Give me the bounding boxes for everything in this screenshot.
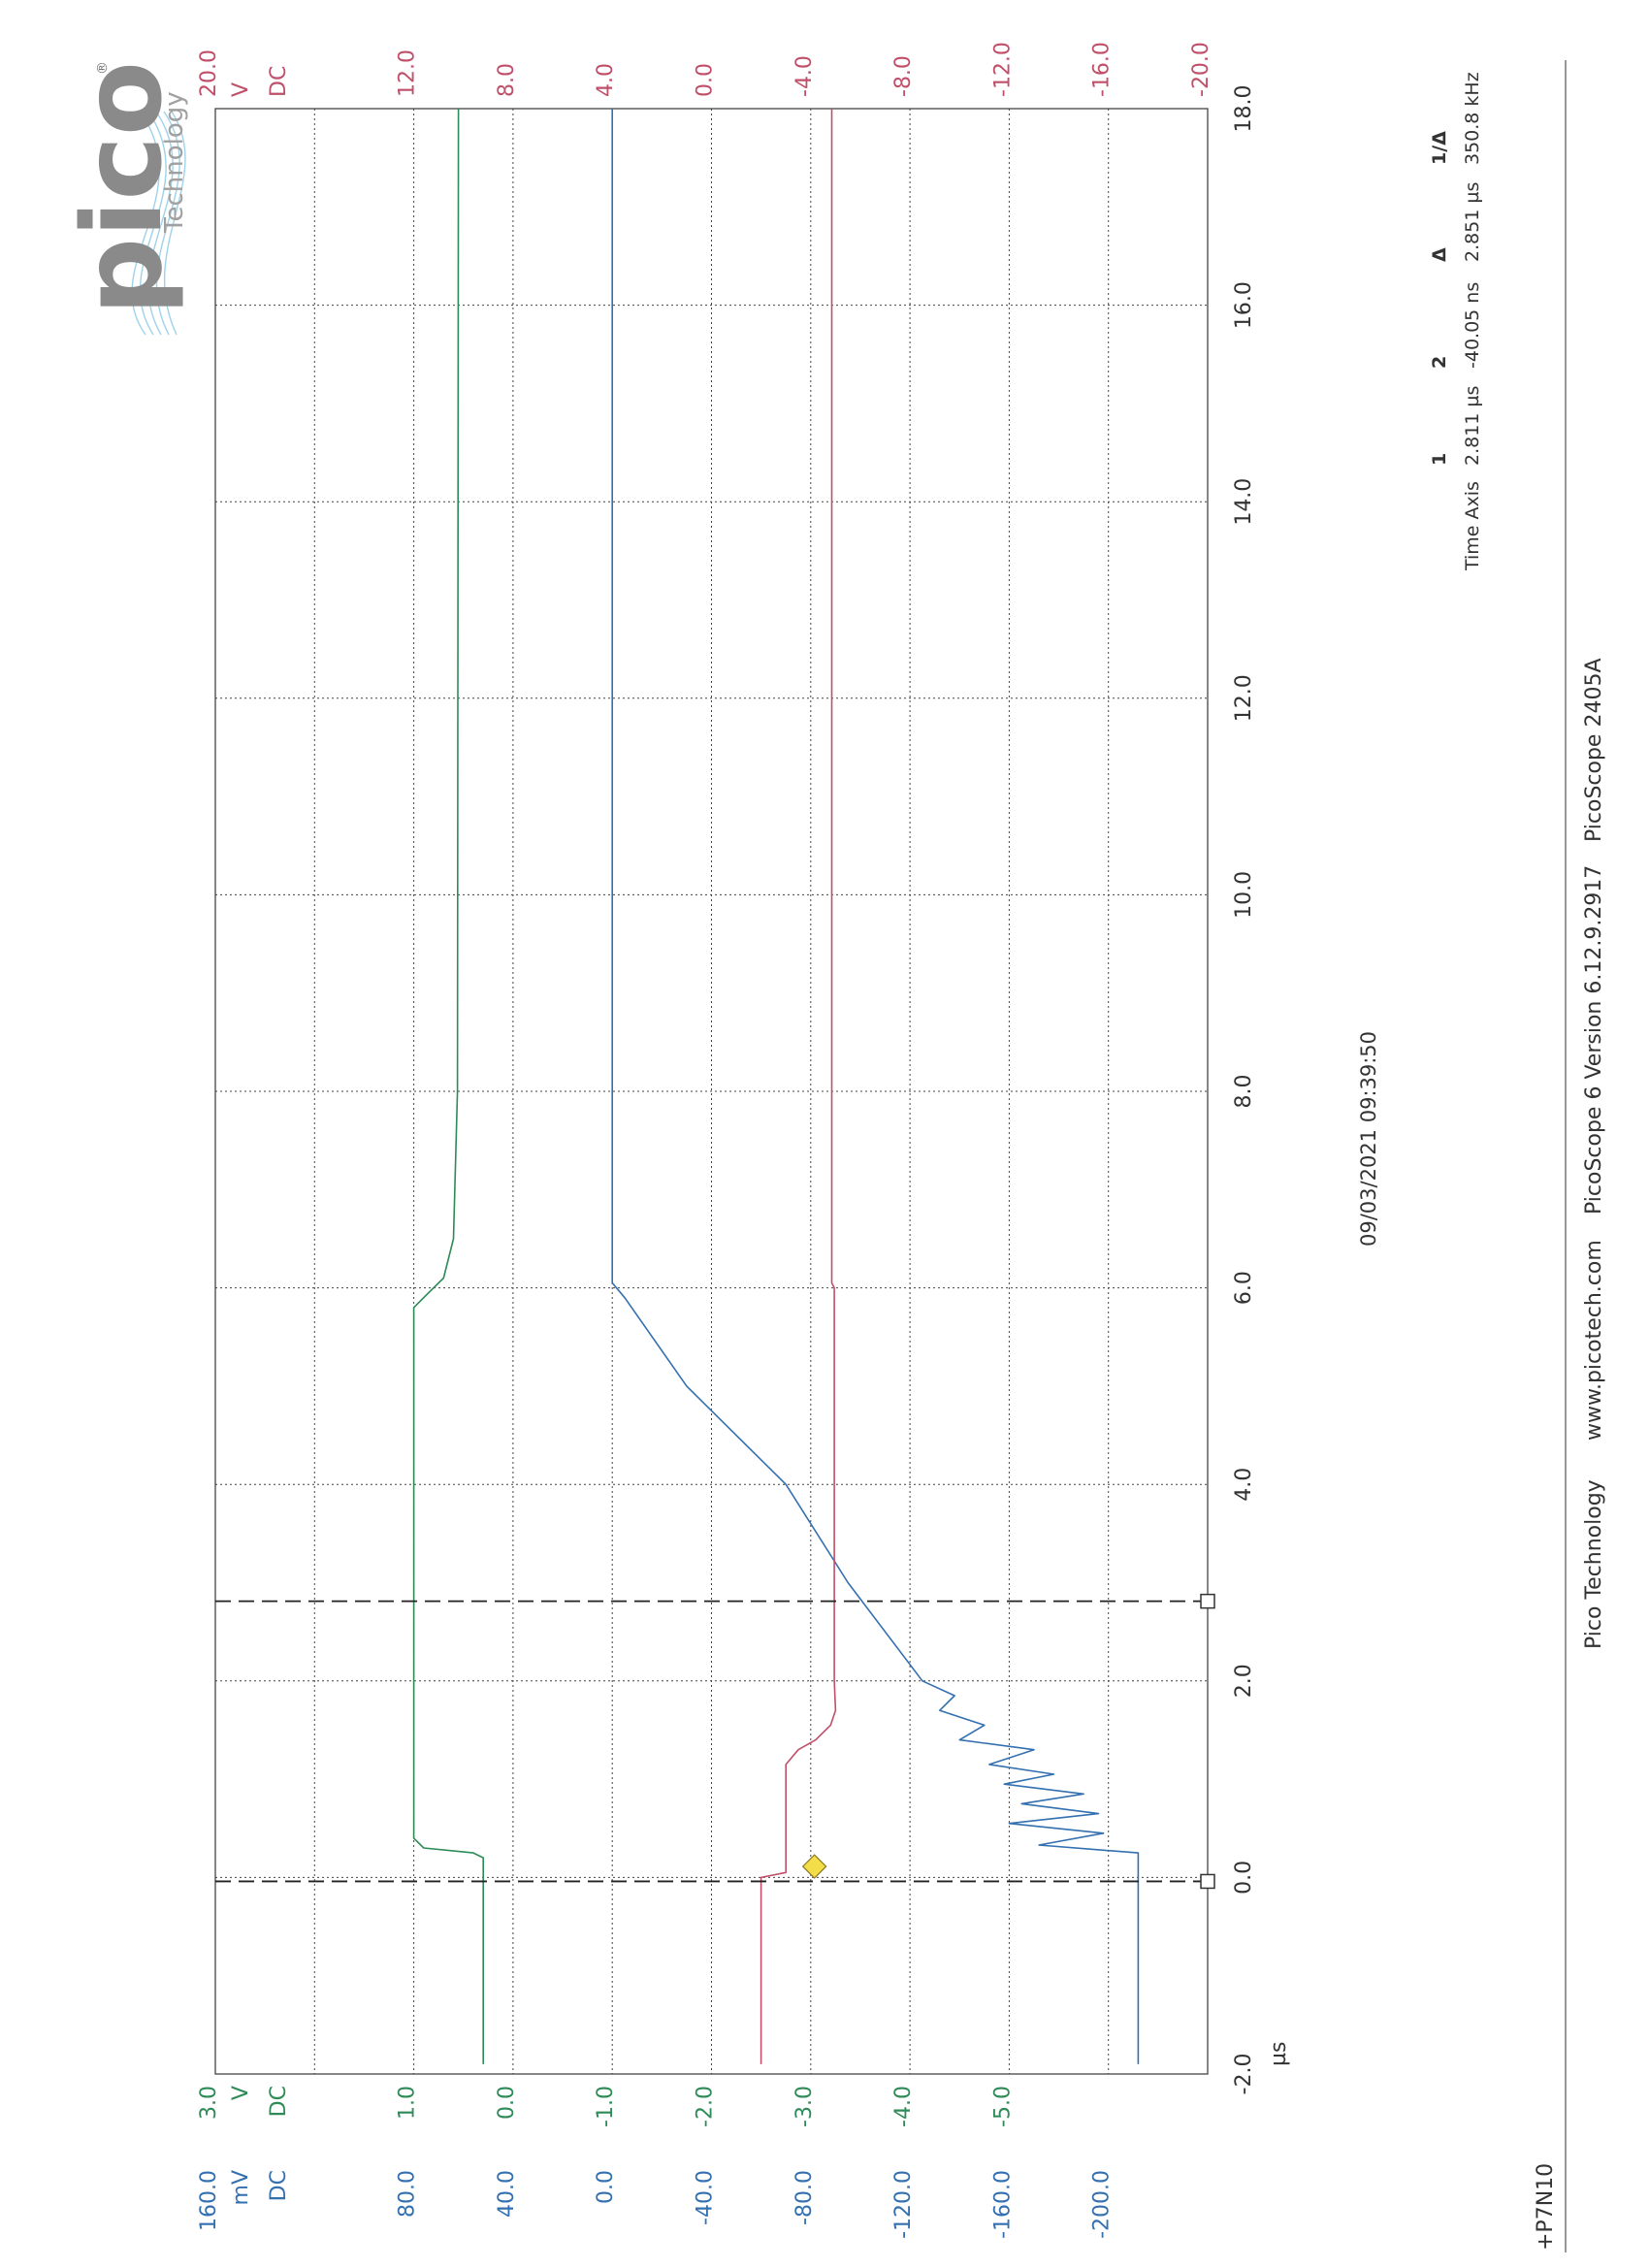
x-tick-label: 2.0 bbox=[1232, 1664, 1256, 1698]
green-axis-unit: V bbox=[229, 2086, 253, 2100]
x-tick-label: 10.0 bbox=[1232, 871, 1256, 919]
green-axis-tick: -4.0 bbox=[891, 2086, 916, 2127]
red-axis-tick: 0.0 bbox=[694, 63, 718, 97]
blue-axis-unit: mV bbox=[229, 2170, 253, 2205]
logo-wave-icon bbox=[131, 111, 186, 336]
timestamp: 09/03/2021 09:39:50 bbox=[1357, 1031, 1380, 1247]
logo-registered: ® bbox=[95, 61, 111, 75]
ruler-header-2: 2 bbox=[1429, 356, 1450, 369]
red-axis-tick: 8.0 bbox=[495, 63, 519, 97]
red-axis-tick: -12.0 bbox=[990, 42, 1015, 97]
page-label: +P7N10 bbox=[1534, 2163, 1558, 2251]
x-unit-label: µs bbox=[1267, 2042, 1291, 2066]
grid bbox=[214, 108, 1209, 2075]
red-axis-top-label: 20.0 bbox=[197, 49, 221, 97]
x-tick-label: 12.0 bbox=[1232, 674, 1256, 722]
footer-company: Pico Technology bbox=[1582, 1479, 1606, 1649]
rulers-table: Time Axis 1 2 Δ 1/Δ 2.811 µs -40.05 ns 2… bbox=[1429, 72, 1483, 571]
x-tick-label: 6.0 bbox=[1232, 1271, 1256, 1305]
blue-axis-tick: -80.0 bbox=[792, 2170, 817, 2225]
green-axis-coupling: DC bbox=[267, 2086, 291, 2117]
logo-subtitle: Technology bbox=[160, 91, 189, 234]
blue-axis-coupling: DC bbox=[267, 2170, 291, 2201]
blue-trace bbox=[611, 109, 1140, 2064]
traces bbox=[412, 108, 1140, 2064]
green-axis-top-label: 3.0 bbox=[197, 2086, 221, 2120]
x-tick-label: 4.0 bbox=[1232, 1468, 1256, 1502]
x-tick-label: 8.0 bbox=[1232, 1075, 1256, 1109]
red-axis-tick: -8.0 bbox=[891, 55, 916, 97]
ruler-value-2: -40.05 ns bbox=[1462, 282, 1483, 369]
footer: Pico Technology www.picotech.com PicoSco… bbox=[1582, 658, 1606, 1649]
footer-version: PicoScope 6 Version 6.12.9.2917 bbox=[1582, 865, 1606, 1215]
red-axis-coupling: DC bbox=[267, 66, 291, 97]
ruler-header-1: 1 bbox=[1429, 453, 1450, 466]
blue-axis-tick: -200.0 bbox=[1090, 2170, 1115, 2239]
blue-axis-top-label: 160.0 bbox=[197, 2170, 221, 2231]
ruler-header-inverse: 1/Δ bbox=[1429, 131, 1450, 165]
ruler-table-title: Time Axis bbox=[1462, 481, 1483, 571]
blue-axis-tick: 40.0 bbox=[495, 2170, 519, 2218]
logo-text: pico bbox=[60, 61, 186, 315]
red-axis-tick: -4.0 bbox=[792, 55, 817, 97]
blue-axis-tick: -120.0 bbox=[891, 2170, 916, 2239]
tick-labels: -2.0 0.0 2.0 4.0 6.0 8.0 10.0 12.0 14.0 16.0 18.0 µ… bbox=[197, 42, 1291, 2239]
footer-model: PicoScope 2405A bbox=[1582, 658, 1606, 842]
trigger-marker-icon bbox=[801, 1854, 827, 1879]
green-axis-tick: 0.0 bbox=[495, 2086, 519, 2120]
x-tick-label: -2.0 bbox=[1232, 2054, 1256, 2095]
green-axis-tick: 1.0 bbox=[396, 2086, 420, 2120]
red-axis-unit: V bbox=[229, 82, 253, 97]
green-axis-tick: -1.0 bbox=[594, 2086, 618, 2127]
green-axis-tick: -3.0 bbox=[792, 2086, 817, 2127]
green-axis-tick: -5.0 bbox=[990, 2086, 1015, 2127]
blue-axis-tick: -160.0 bbox=[990, 2170, 1015, 2239]
rulers bbox=[215, 1593, 1215, 1890]
footer-url: www.picotech.com bbox=[1582, 1240, 1606, 1441]
blue-axis-tick: 0.0 bbox=[594, 2170, 618, 2204]
red-axis-tick: 12.0 bbox=[396, 49, 420, 97]
blue-axis-tick: -40.0 bbox=[694, 2170, 718, 2225]
pico-logo: pico ® Technology bbox=[60, 61, 189, 336]
time-ruler-handle-2 bbox=[1200, 1873, 1215, 1890]
x-tick-label: 0.0 bbox=[1232, 1861, 1256, 1895]
red-trace bbox=[760, 109, 837, 2064]
red-axis-tick: -16.0 bbox=[1090, 42, 1115, 97]
green-axis-tick: -2.0 bbox=[694, 2086, 718, 2127]
x-tick-label: 16.0 bbox=[1232, 281, 1256, 329]
ruler-value-inverse: 350.8 kHz bbox=[1462, 72, 1483, 165]
x-tick-label: 18.0 bbox=[1232, 85, 1256, 133]
ruler-header-delta: Δ bbox=[1429, 247, 1450, 262]
ruler-value-1: 2.811 µs bbox=[1462, 386, 1483, 466]
blue-axis-tick: 80.0 bbox=[396, 2170, 420, 2218]
ruler-value-delta: 2.851 µs bbox=[1462, 182, 1483, 262]
red-axis-tick: 4.0 bbox=[594, 63, 618, 97]
red-axis-tick: -20.0 bbox=[1189, 42, 1213, 97]
time-ruler-handle-1 bbox=[1200, 1593, 1215, 1609]
green-trace bbox=[412, 108, 485, 2064]
x-tick-label: 14.0 bbox=[1232, 478, 1256, 526]
